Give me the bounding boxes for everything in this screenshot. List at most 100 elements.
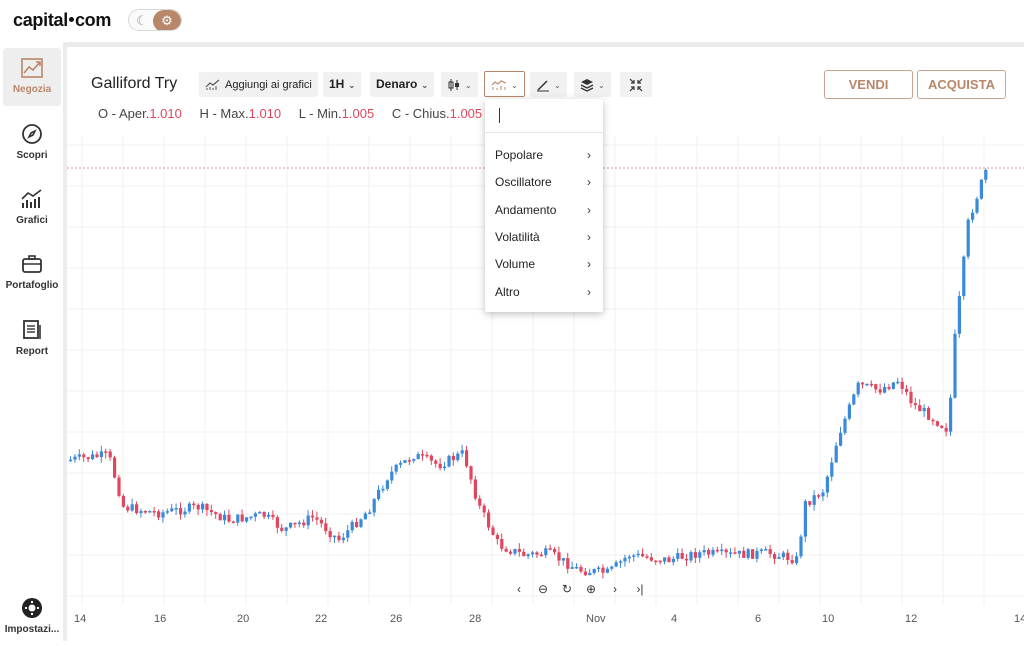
add-to-charts-button[interactable]: Aggiungi ai grafici	[199, 72, 318, 97]
candle-up	[363, 513, 367, 520]
collapse-button[interactable]	[620, 72, 652, 97]
scroll-to-end-button[interactable]: ›|	[636, 582, 644, 596]
sidebar-item-grafici[interactable]: Grafici	[3, 179, 61, 237]
candle-up	[403, 460, 407, 463]
sidebar-item-report[interactable]: Report	[3, 310, 61, 368]
sidebar-item-negozia[interactable]: Negozia	[3, 48, 61, 106]
ohlc-high: H - Max.1.010	[199, 106, 281, 121]
candle-up	[962, 256, 966, 297]
candle-down	[434, 460, 438, 464]
candle-down	[878, 389, 882, 393]
candle-down	[324, 523, 328, 532]
candle-up	[399, 462, 403, 465]
candle-up	[306, 515, 310, 526]
buy-button[interactable]: ACQUISTA	[917, 70, 1006, 99]
candle-down	[649, 557, 653, 561]
pen-icon	[537, 80, 549, 92]
candle-down	[425, 454, 429, 457]
candle-down	[214, 512, 218, 515]
candle-up	[253, 513, 257, 517]
menu-item-volume[interactable]: Volume ›	[495, 253, 595, 275]
indicator-search-input[interactable]	[485, 99, 603, 133]
candle-down	[509, 551, 513, 554]
scroll-left-button[interactable]: ‹	[517, 582, 521, 596]
theme-toggle[interactable]: ☾ ⚙	[128, 9, 182, 31]
candle-down	[319, 519, 323, 524]
x-tick-label: 20	[237, 613, 250, 625]
candle-down	[469, 466, 473, 480]
candle-down	[108, 451, 112, 458]
chart-type-dropdown[interactable]: ⌄	[441, 72, 478, 97]
candle-down	[429, 455, 433, 461]
zoom-out-button[interactable]: ⊖	[537, 582, 549, 596]
sidebar-item-portafoglio[interactable]: Portafoglio	[3, 244, 61, 302]
sidebar-item-label: Portafoglio	[5, 280, 59, 291]
zoom-in-button[interactable]: ⊕	[585, 582, 597, 596]
menu-item-andamento[interactable]: Andamento ›	[495, 199, 595, 221]
sidebar-item-scopri[interactable]: Scopri	[3, 114, 61, 172]
menu-item-label: Oscillatore	[495, 175, 552, 189]
candle-up	[689, 552, 693, 561]
candle-down	[913, 403, 917, 406]
candle-up	[720, 549, 724, 552]
candle-up	[737, 550, 741, 554]
menu-item-oscillatore[interactable]: Oscillatore ›	[495, 171, 595, 193]
chevron-down-icon: ⌄	[554, 81, 561, 90]
candle-up	[284, 527, 288, 531]
candle-up	[781, 552, 785, 558]
menu-item-label: Volume	[495, 257, 536, 271]
candle-up	[896, 381, 900, 384]
candle-up	[698, 552, 702, 558]
sell-button[interactable]: VENDI	[824, 70, 913, 99]
chevron-down-icon: ⌄	[598, 81, 605, 90]
menu-item-label: Andamento	[495, 203, 557, 217]
menu-item-label: Altro	[495, 285, 520, 299]
candle-up	[632, 555, 636, 557]
candle-up	[346, 530, 350, 538]
chevron-down-icon: ⌄	[511, 81, 518, 90]
menu-item-popolare[interactable]: Popolare ›	[495, 144, 595, 166]
capital-com-logo[interactable]: capital com	[13, 10, 111, 31]
candle-down	[438, 463, 442, 469]
open-value: 1.010	[149, 106, 182, 121]
candle-up	[852, 394, 856, 405]
candle-up	[777, 557, 781, 559]
candle-down	[579, 566, 583, 572]
timeframe-dropdown[interactable]: 1H ⌄	[323, 72, 362, 97]
candle-down	[113, 457, 117, 478]
ohlc-close: C - Chius.1.005	[392, 106, 482, 121]
candle-up	[843, 418, 847, 433]
candle-down	[773, 554, 777, 559]
candle-up	[825, 476, 829, 493]
indicators-dropdown[interactable]: ⌄	[484, 71, 525, 97]
candle-down	[548, 548, 552, 550]
candle-up	[834, 445, 838, 463]
candle-up	[949, 397, 953, 432]
menu-item-volatilita[interactable]: Volatilità ›	[495, 226, 595, 248]
candle-up	[610, 566, 614, 569]
candle-down	[487, 512, 491, 528]
candle-up	[575, 566, 579, 569]
candle-down	[905, 388, 909, 392]
candle-down	[768, 549, 772, 555]
layers-dropdown[interactable]: ⌄	[574, 72, 611, 97]
drawing-tools-dropdown[interactable]: ⌄	[530, 72, 567, 97]
candle-down	[302, 522, 306, 526]
sidebar-item-impostazioni[interactable]: Impostazi...	[3, 588, 61, 646]
document-icon	[23, 320, 41, 339]
candle-up	[544, 548, 548, 556]
price-type-dropdown[interactable]: Denaro ⌄	[370, 72, 435, 97]
candle-up	[588, 572, 592, 576]
ohlc-readout: O - Aper.1.010 H - Max.1.010 L - Min.1.0…	[98, 106, 496, 121]
candle-down	[121, 495, 125, 507]
candle-down	[944, 427, 948, 432]
candle-down	[82, 454, 86, 458]
candle-up	[139, 511, 143, 514]
candle-up	[830, 462, 834, 477]
menu-item-altro[interactable]: Altro ›	[495, 281, 595, 303]
candle-up	[187, 503, 191, 512]
candle-down	[724, 549, 728, 553]
chevron-right-icon: ›	[587, 257, 591, 271]
reset-chart-button[interactable]: ↻	[561, 582, 573, 596]
scroll-right-button[interactable]: ›	[613, 582, 617, 596]
